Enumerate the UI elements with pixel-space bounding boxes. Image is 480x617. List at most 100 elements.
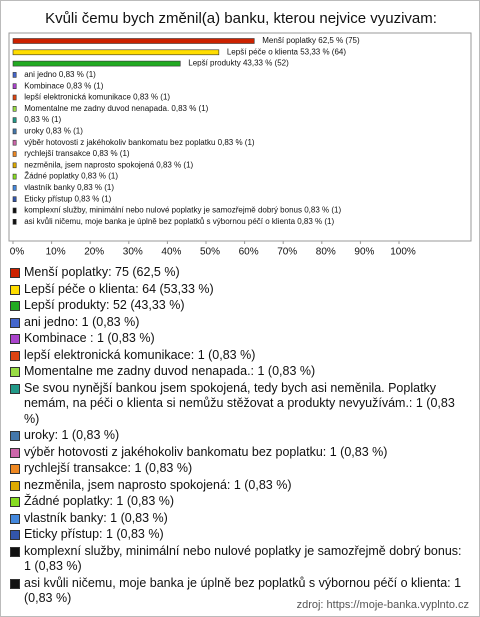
legend-swatch [10, 334, 20, 344]
plot-area [8, 32, 472, 242]
value-label: uroky 0,83 % (1) [24, 127, 83, 136]
x-tick-label: 60% [239, 247, 259, 258]
legend-item: lepší elektronická komunikace: 1 (0,83 %… [10, 348, 465, 364]
legend-swatch [10, 301, 20, 311]
x-tick-label: 20% [84, 247, 104, 258]
legend-label: Eticky přístup: 1 (0,83 %) [24, 527, 164, 541]
value-label: Lepší péče o klienta 53,33 % (64) [227, 47, 347, 56]
bar [12, 94, 17, 101]
legend-label: vlastník banky: 1 (0,83 %) [24, 510, 168, 525]
bar [12, 106, 17, 112]
legend-swatch [10, 530, 20, 540]
value-label: komplexní služby, minimální nebo nulové … [24, 206, 341, 215]
bar [12, 151, 17, 157]
legend-label: výběr hotovosti z jakéhokoliv bankomatu … [24, 444, 388, 459]
source: zdroj: https://moje-banka.vyplnto.cz [296, 599, 469, 611]
legend-swatch [10, 546, 20, 557]
value-label: 0,83 % (1) [24, 115, 61, 124]
legend-label: lepší elektronická komunikace: 1 (0,83 %… [24, 347, 256, 362]
legend-swatch [10, 513, 20, 524]
legend-label: asi kvůli ničemu, moje banka je úplně be… [24, 575, 462, 606]
legend-label: Kombinace : 1 (0,83 %) [24, 331, 155, 345]
value-label: Kombinace 0,83 % (1) [24, 81, 103, 90]
legend-item: ani jedno: 1 (0,83 %) [10, 315, 465, 331]
legend-label: ani jedno: 1 (0,83 %) [24, 314, 140, 329]
legend: Menší poplatky: 75 (62,5 %) Lepší péče o … [10, 265, 465, 608]
bar [12, 128, 17, 135]
legend-swatch [10, 578, 20, 589]
legend-item: nezměnila, jsem naprosto spokojená: 1 (0… [10, 478, 465, 494]
legend-label: Se svou nynější bankou jsem spokojená, t… [24, 380, 455, 426]
legend-item: Kombinace : 1 (0,83 %) [10, 331, 465, 347]
value-label: Lepší produkty 43,33 % (52) [188, 59, 289, 68]
legend-label: rychlejší transakce: 1 (0,83 %) [24, 461, 193, 475]
bar [12, 72, 17, 78]
legend-label: komplexní služby, minimální nebo nulové … [24, 543, 462, 574]
legend-swatch [10, 317, 20, 328]
legend-label: Menší poplatky: 75 (62,5 %) [24, 265, 180, 279]
legend-swatch [10, 497, 20, 507]
legend-item: asi kvůli ničemu, moje banka je úplně be… [10, 576, 465, 607]
legend-label: nezměnila, jsem naprosto spokojená: 1 (0… [24, 477, 292, 492]
legend-label: Lepší péče o klienta: 64 (53,33 %) [24, 281, 214, 296]
value-label: výběr hotovosti z jakéhokoliv bankomatu … [24, 138, 255, 147]
value-label: rychlejší transakce 0,83 % (1) [24, 149, 130, 158]
x-tick-label: 10% [46, 247, 66, 258]
legend-swatch [10, 431, 20, 441]
value-label: asi kvůli ničemu, moje banka je úplně be… [24, 217, 334, 226]
legend-swatch [10, 367, 20, 377]
legend-item: Eticky přístup: 1 (0,83 %) [10, 527, 465, 543]
bar [12, 185, 17, 191]
bar [12, 60, 181, 67]
legend-label: uroky: 1 (0,83 %) [24, 428, 120, 442]
bar [12, 117, 17, 123]
legend-item: vlastník banky: 1 (0,83 %) [10, 511, 465, 527]
legend-swatch [10, 268, 20, 278]
legend-item: uroky: 1 (0,83 %) [10, 428, 465, 444]
value-label: ani jedno 0,83 % (1) [24, 70, 96, 79]
legend-swatch [10, 350, 20, 361]
x-tick-label: 30% [123, 247, 143, 258]
value-label: lepší elektronická komunikace 0,83 % (1) [24, 93, 170, 102]
legend-item: Se svou nynější bankou jsem spokojená, t… [10, 381, 465, 428]
legend-item: Žádné poplatky: 1 (0,83 %) [10, 494, 465, 510]
legend-label: Momentalne me zadny duvod nenapada.: 1 (… [24, 364, 316, 378]
bar [12, 38, 255, 44]
legend-swatch [10, 447, 20, 458]
legend-swatch [10, 284, 20, 295]
bar [12, 162, 17, 169]
chart-title: Kvůli čemu bych změnil(a) banku, kterou … [45, 10, 437, 27]
value-label: Žádné poplatky 0,83 % (1) [24, 172, 118, 181]
legend-item: Lepší péče o klienta: 64 (53,33 %) [10, 282, 465, 298]
bar [12, 49, 220, 56]
x-tick-label: 80% [316, 247, 336, 258]
legend-item: Momentalne me zadny duvod nenapada.: 1 (… [10, 364, 465, 380]
x-tick-label: 40% [161, 247, 181, 258]
x-tick-label: 0% [10, 247, 25, 258]
legend-item: výběr hotovosti z jakéhokoliv bankomatu … [10, 445, 465, 461]
bar [12, 173, 17, 180]
x-tick-label: 70% [277, 247, 297, 258]
legend-label: Lepší produkty: 52 (43,33 %) [24, 298, 185, 312]
legend-swatch [10, 480, 20, 491]
legend-label: Žádné poplatky: 1 (0,83 %) [24, 494, 175, 508]
chart: Kvůli čemu bych změnil(a) banku, kterou … [8, 10, 472, 258]
value-label: Menší poplatky 62,5 % (75) [262, 36, 360, 45]
bar [12, 207, 17, 214]
bar [12, 139, 17, 146]
legend-item: komplexní služby, minimální nebo nulové … [10, 544, 465, 575]
bar [12, 196, 17, 202]
bar [12, 219, 17, 225]
x-tick-label: 50% [200, 247, 220, 258]
x-tick-label: 90% [354, 247, 374, 258]
x-tick-label: 100% [390, 247, 416, 258]
legend-item: Lepší produkty: 52 (43,33 %) [10, 298, 465, 314]
bar [12, 83, 17, 89]
value-label: vlastník banky 0,83 % (1) [24, 183, 114, 192]
value-label: Eticky přístup 0,83 % (1) [24, 194, 111, 203]
legend-swatch [10, 383, 20, 394]
legend-item: Menší poplatky: 75 (62,5 %) [10, 265, 465, 281]
legend-item: rychlejší transakce: 1 (0,83 %) [10, 461, 465, 477]
value-label: nezměnila, jsem naprosto spokojená 0,83 … [24, 160, 193, 169]
